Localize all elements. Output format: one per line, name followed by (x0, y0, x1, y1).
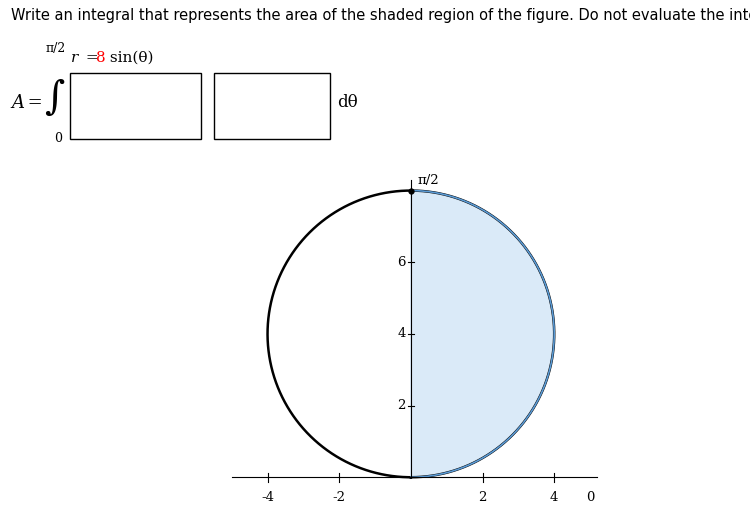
Text: 0: 0 (55, 132, 62, 145)
Text: 2: 2 (478, 491, 487, 504)
Text: π/2: π/2 (45, 42, 66, 55)
Text: -2: -2 (333, 491, 346, 504)
Text: 4: 4 (397, 327, 406, 340)
Text: 0: 0 (586, 491, 594, 504)
Polygon shape (411, 191, 554, 477)
FancyBboxPatch shape (70, 73, 201, 139)
Text: ∫: ∫ (44, 80, 64, 116)
Text: sin(θ): sin(θ) (105, 51, 154, 65)
Text: =: = (81, 51, 104, 65)
Text: A =: A = (11, 94, 43, 112)
Text: r: r (71, 51, 79, 65)
Text: -4: -4 (261, 491, 274, 504)
Text: 2: 2 (397, 399, 406, 412)
Text: 6: 6 (397, 256, 406, 269)
Text: π/2: π/2 (417, 174, 439, 187)
Text: Write an integral that represents the area of the shaded region of the figure. D: Write an integral that represents the ar… (11, 8, 750, 23)
Text: 4: 4 (550, 491, 559, 504)
Text: dθ: dθ (338, 94, 358, 111)
FancyBboxPatch shape (214, 73, 330, 139)
Text: 8: 8 (96, 51, 106, 65)
